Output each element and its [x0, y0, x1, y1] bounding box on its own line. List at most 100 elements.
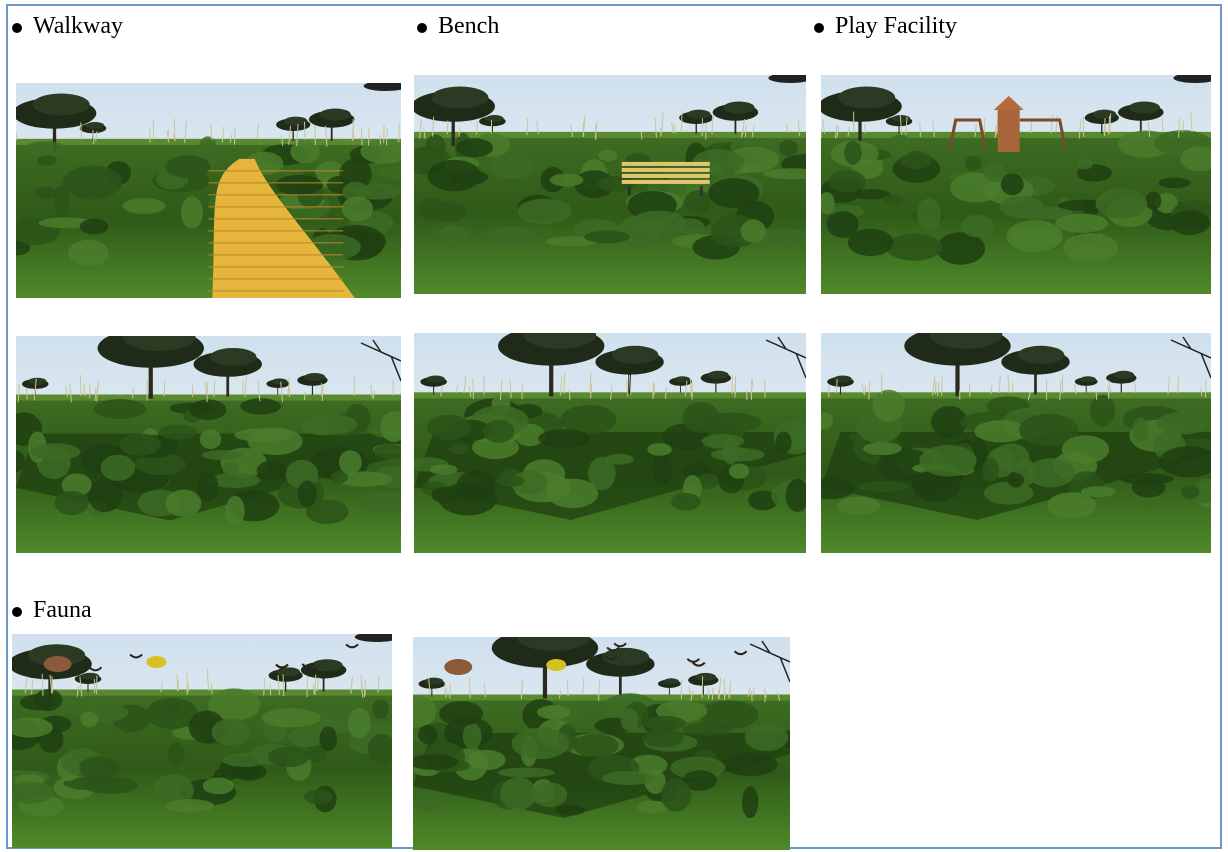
grass-blade [24, 676, 28, 694]
grass-blade [94, 387, 97, 402]
shrub [1145, 191, 1162, 210]
grass-blade [96, 381, 99, 402]
shrub [546, 236, 598, 247]
grass-blade [51, 676, 54, 693]
grass-blade [256, 122, 259, 140]
bench-slat [621, 161, 710, 166]
shrub [1007, 473, 1024, 488]
tree-canopy [276, 667, 300, 677]
shrub [1158, 177, 1191, 189]
tree-canopy [1092, 109, 1117, 119]
grass-blade [711, 687, 714, 700]
shrub [982, 457, 999, 483]
grass-blade [288, 125, 292, 145]
shrub [878, 448, 933, 482]
grass-blade [932, 121, 935, 138]
grass-blade [747, 687, 751, 697]
grass-blade [652, 382, 654, 400]
shrub [134, 453, 186, 476]
grass-blade [172, 133, 176, 142]
horizon [12, 689, 392, 696]
tree-canopy [424, 677, 444, 685]
shrub [950, 172, 1002, 203]
shrub [87, 478, 122, 513]
shrub [297, 480, 317, 508]
grass-blade [210, 682, 213, 695]
shrub [872, 389, 906, 422]
grass-blade [994, 126, 997, 138]
section-label: Bench [438, 13, 500, 39]
tree-canopy [28, 377, 47, 385]
grass-blade [597, 679, 601, 702]
shrub [919, 445, 977, 477]
grass-blade [432, 116, 435, 137]
shrub [983, 162, 1007, 182]
shrub [373, 444, 401, 460]
grass-blade [95, 675, 98, 695]
shrub [636, 800, 669, 814]
grass-blade [680, 110, 683, 133]
grass-blade [1177, 377, 1180, 394]
grass-blade [625, 380, 629, 397]
shrub [274, 174, 323, 195]
grass-blade [847, 126, 850, 137]
shrub [360, 491, 401, 514]
bird [88, 666, 103, 672]
grass-blade [863, 124, 866, 134]
shrub [509, 470, 548, 494]
walkway [212, 158, 355, 298]
shrub [560, 404, 617, 435]
grass-blade [932, 380, 935, 396]
shrub [1156, 412, 1209, 435]
grass-blade [568, 389, 571, 401]
branch [765, 336, 806, 379]
grass-blade [690, 690, 694, 702]
shrub [304, 789, 333, 805]
grass-blade [468, 385, 472, 398]
grass-blade [280, 135, 284, 147]
shrub [240, 398, 281, 415]
shrub [167, 741, 185, 766]
shrub [197, 471, 219, 502]
shrub [1132, 417, 1149, 442]
grass-blade [316, 677, 320, 692]
shrub [1090, 394, 1116, 427]
bird [43, 656, 72, 672]
shrub [885, 233, 943, 261]
grass-blade [92, 129, 95, 145]
tree-canopy [723, 101, 755, 114]
grass-blade [974, 123, 977, 137]
grass-blade [1050, 115, 1054, 134]
grass-blade [160, 681, 164, 693]
shrub [961, 214, 994, 238]
shrub [647, 443, 672, 456]
grass-blade [1167, 376, 1171, 395]
grass-blade [361, 682, 364, 698]
grass-blade [822, 119, 826, 134]
shrub [1063, 233, 1119, 263]
horizon [16, 394, 401, 401]
branch [749, 640, 790, 683]
grass-blade [786, 123, 789, 133]
grass-blade [398, 123, 400, 143]
shrub [748, 490, 779, 511]
shrub [12, 717, 53, 738]
shrub [682, 770, 718, 791]
grass-blade [661, 111, 664, 134]
grass-blade [499, 379, 503, 401]
shrub [417, 724, 438, 744]
grass-blade [750, 379, 754, 396]
shrub [152, 773, 194, 807]
grass-blade [1108, 116, 1110, 135]
shrub [456, 138, 494, 158]
grass-blade [723, 678, 726, 697]
shrub [1194, 478, 1211, 504]
shrub [287, 727, 329, 747]
bird [129, 653, 143, 659]
shrub [682, 402, 720, 433]
grass-blade [836, 126, 840, 138]
grass-blade [1134, 381, 1137, 394]
grass-blade [936, 382, 940, 397]
grass-blade [314, 674, 317, 696]
